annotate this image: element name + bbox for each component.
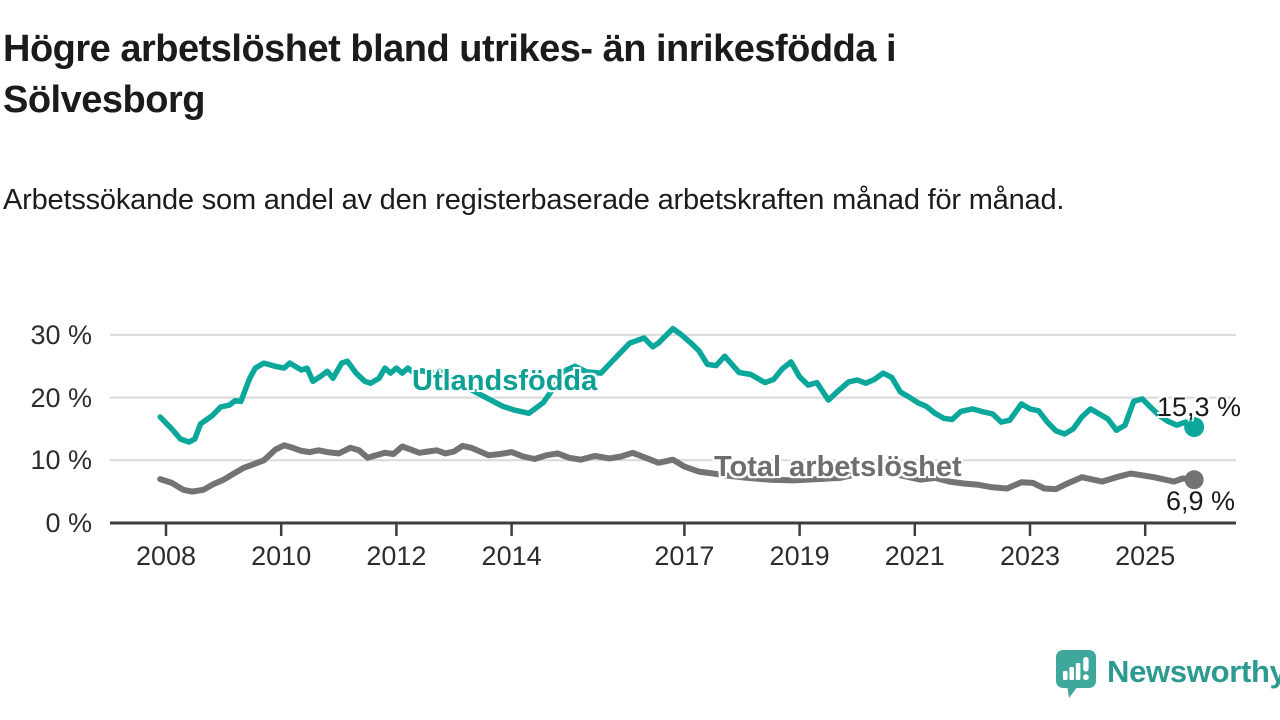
- x-tick-label: 2019: [769, 541, 830, 571]
- y-axis: 0 % 10 % 20 % 30 %: [0, 0, 92, 720]
- y-tick-label: 0 %: [45, 508, 92, 538]
- y-tick-label: 20 %: [30, 382, 92, 413]
- series-line-utlandsfodda: [157, 325, 1197, 445]
- newsworthy-wordmark: Newsworthy: [1107, 653, 1280, 689]
- x-tick-label: 2012: [366, 541, 427, 571]
- x-tick-label: 2023: [999, 541, 1061, 571]
- y-tick-label: 10 %: [30, 445, 92, 476]
- x-tick-label: 2017: [654, 541, 715, 571]
- x-tick-label: 2008: [135, 541, 197, 571]
- newsworthy-bubble-chart-icon: [1056, 650, 1096, 698]
- x-tick-label: 2025: [1115, 541, 1176, 571]
- x-axis: 2008 2010 2012 2014 2017 2019 2021 2023 2025: [0, 541, 1280, 581]
- x-tick-label: 2014: [481, 541, 542, 571]
- y-tick-label: 30 %: [30, 319, 92, 350]
- x-tick-label: 2010: [251, 541, 312, 571]
- series-label-utlandsfodda: Utlandsfödda: [412, 365, 598, 397]
- chart-title: Högre arbetslöshet bland utrikes- än inr…: [3, 28, 897, 121]
- series-end-dot-total-arbetsloshet: [1184, 470, 1204, 490]
- series-label-total-arbetsloshet: Total arbetslöshet: [714, 451, 962, 483]
- end-value-label-total-arbetsloshet: 6,9 %: [1166, 486, 1236, 516]
- series-end-dot-utlandsfodda: [1184, 417, 1205, 438]
- chart-subtitle: Arbetssökande som andel av den registerb…: [3, 184, 1065, 216]
- newsworthy-logo: Newsworthy: [1056, 650, 1280, 698]
- x-tick-label: 2021: [884, 541, 945, 571]
- end-value-label-utlandsfodda: 15,3 %: [1157, 392, 1242, 422]
- series-line-total-arbetsloshet: [157, 442, 1198, 495]
